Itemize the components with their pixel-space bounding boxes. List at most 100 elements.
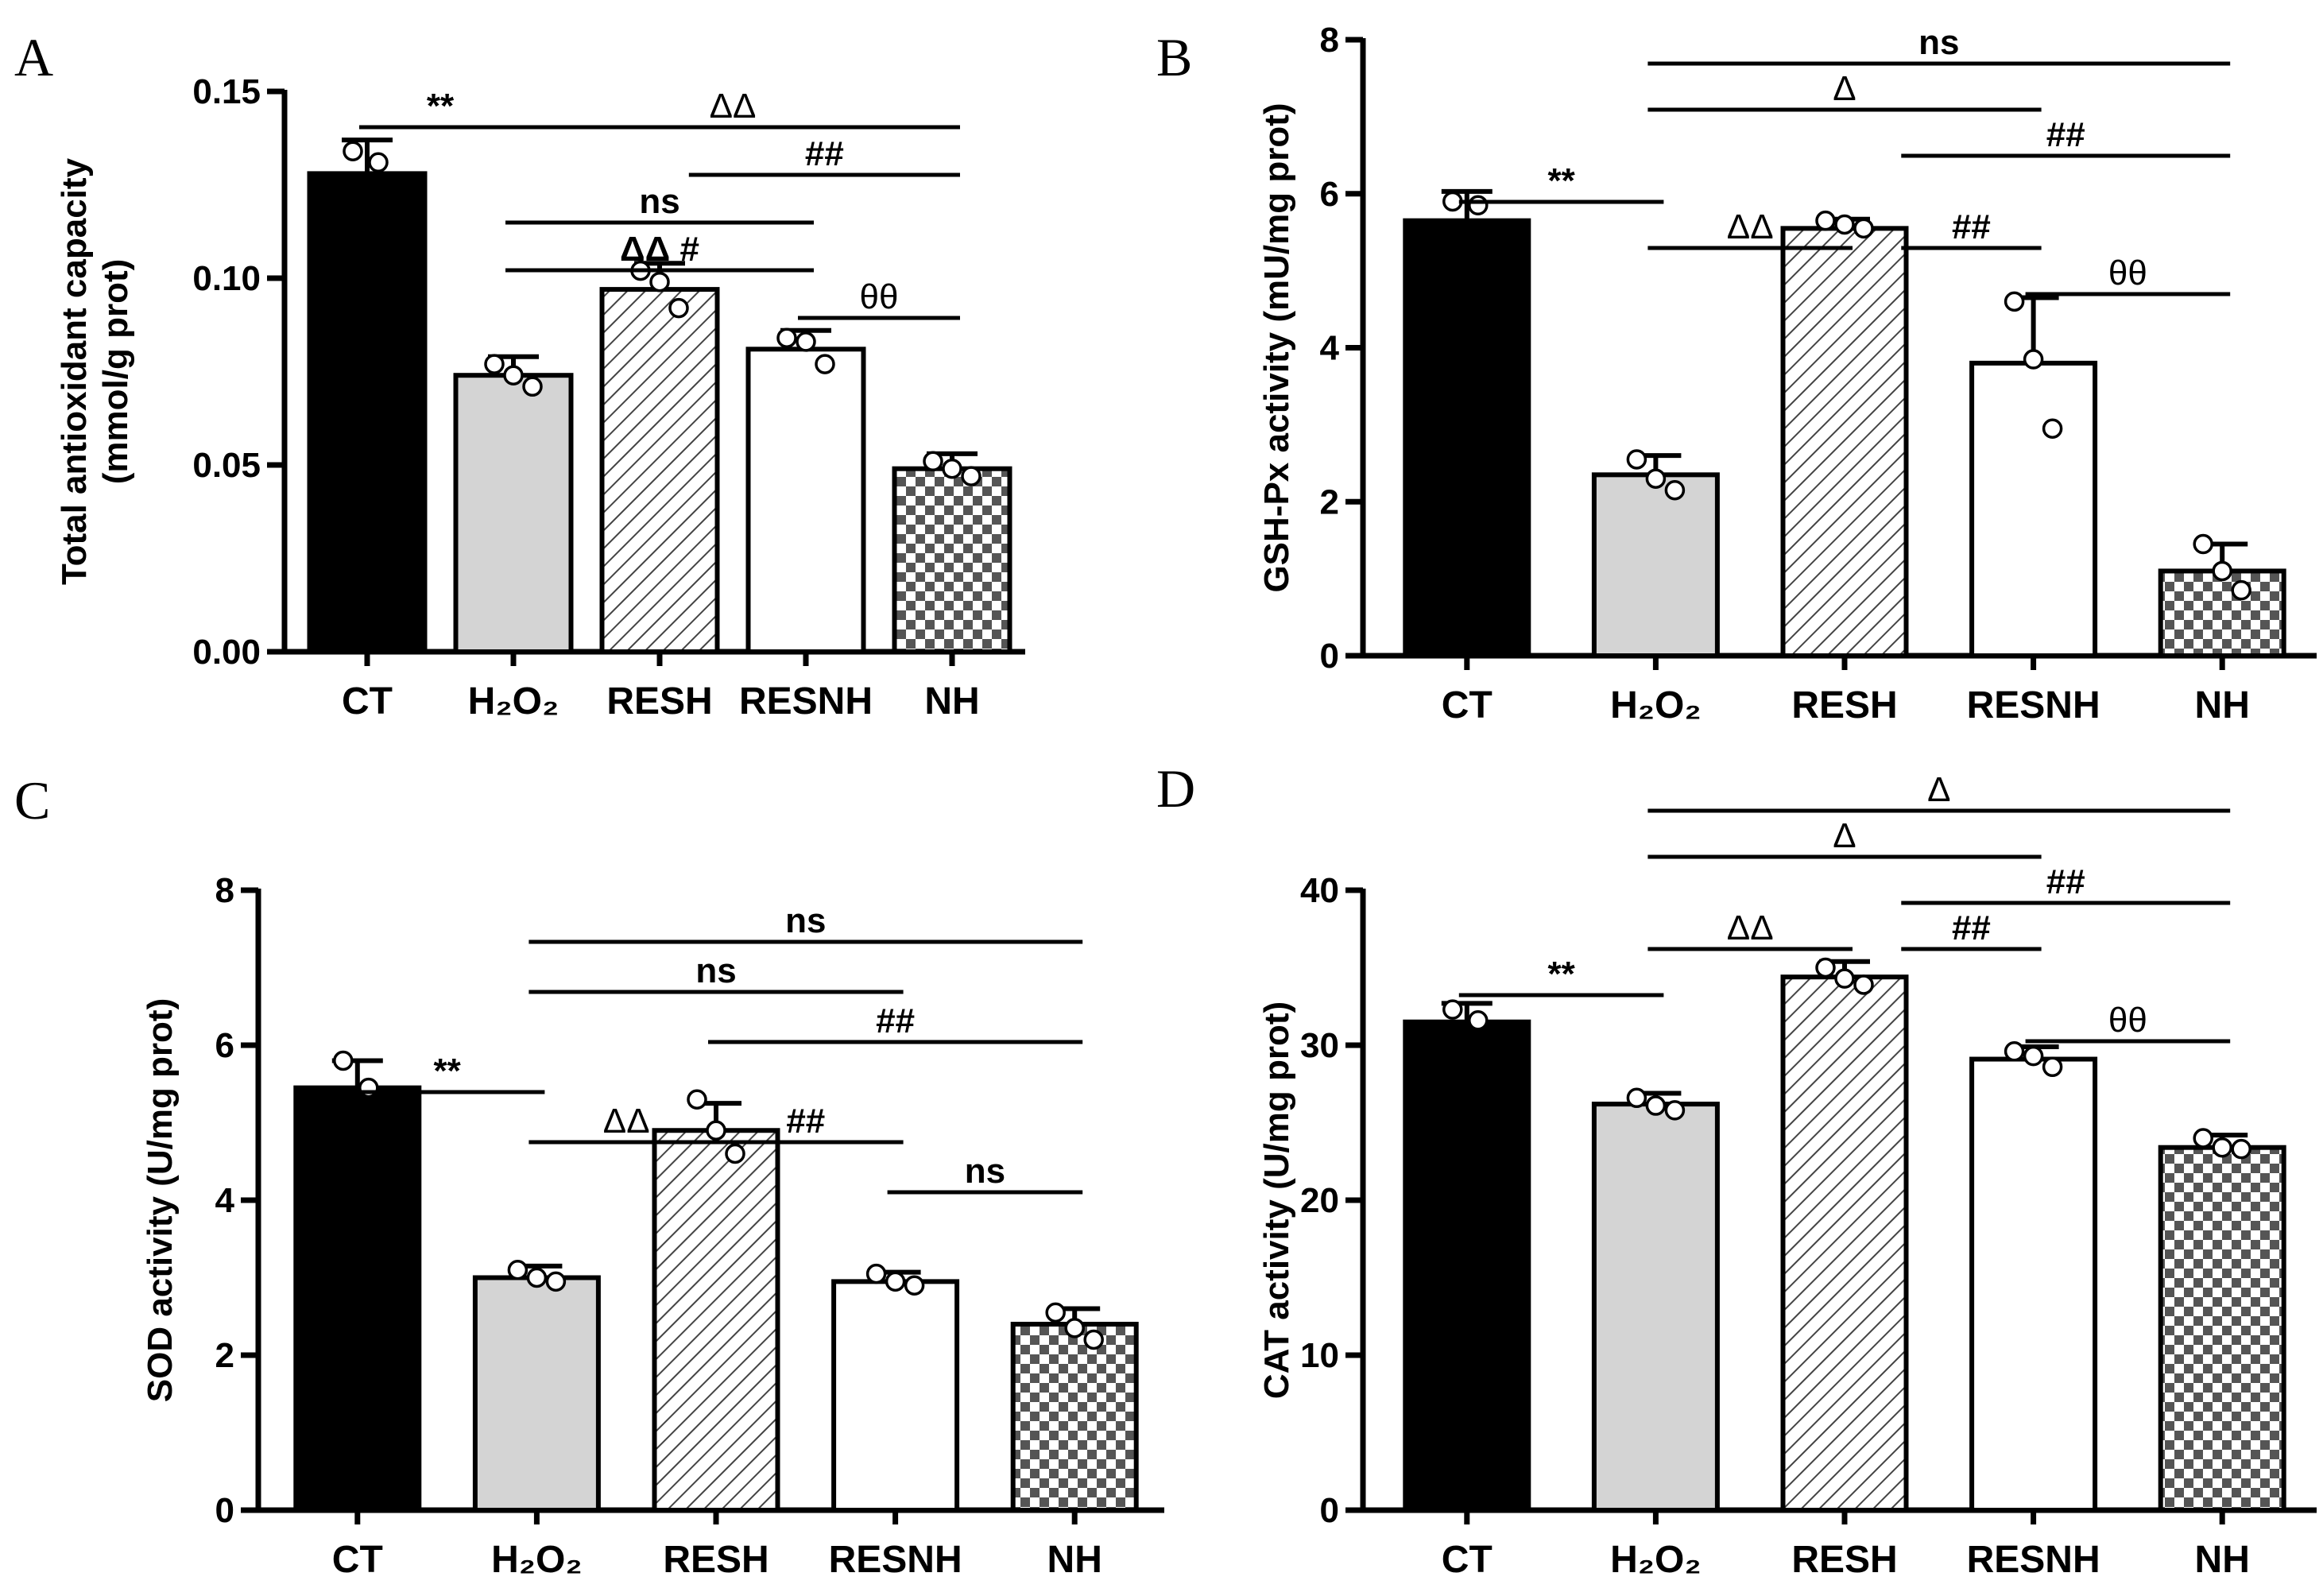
y-tick-label: 6 — [1320, 175, 1339, 214]
category-label-nh: NH — [2195, 1539, 2250, 1581]
category-label-h2o2: H₂O₂ — [1610, 684, 1702, 726]
data-point — [1468, 195, 1489, 216]
significance-label: ΔΔ # — [620, 230, 699, 269]
significance-label: θθ — [2108, 254, 2147, 292]
data-point — [526, 1267, 548, 1288]
bar-resh — [1780, 974, 1909, 1513]
y-axis-label: GSH-Px activity (mU/mg prot) — [1257, 103, 1296, 592]
y-tick-label: 0.15 — [192, 72, 261, 111]
significance-label: ## — [805, 134, 844, 173]
significance-label: ## — [1952, 908, 1991, 947]
category-label-resnh: RESNH — [1967, 1539, 2100, 1581]
panel-c: C SOD activity (U/mg prot) 0 2 4 6 8 CT H₂O₂ RESH… — [14, 770, 1164, 1581]
bar-ct — [1403, 218, 1531, 658]
bar-nh — [2158, 1145, 2286, 1513]
data-point — [1626, 1087, 1647, 1109]
y-axis-label: CAT activity (U/mg prot) — [1257, 1001, 1296, 1399]
significance-label: ## — [786, 1102, 825, 1141]
category-label-resh: RESH — [1791, 684, 1897, 726]
category-label-resh: RESH — [606, 680, 712, 722]
data-point — [545, 1271, 567, 1292]
data-point — [1834, 214, 1855, 235]
data-point — [2231, 579, 2251, 601]
data-point — [815, 354, 835, 374]
bar-nh — [2158, 568, 2286, 658]
y-tick-label: 6 — [215, 1026, 234, 1065]
panel-a: A Total antioxidant capacity (mmol/g prot)… — [14, 27, 1025, 722]
bar-resh — [652, 1128, 780, 1513]
data-point — [1815, 210, 1836, 231]
data-point — [2193, 533, 2213, 555]
significance-label: ΔΔ — [1727, 207, 1774, 246]
bar-resnh — [831, 1279, 960, 1513]
significance-label: ## — [876, 1001, 915, 1040]
significance-label: ** — [427, 87, 455, 126]
data-point — [923, 451, 943, 472]
data-point — [1853, 974, 1874, 995]
data-point — [776, 327, 797, 348]
bar-nh — [892, 466, 1012, 655]
y-tick-label: 0.00 — [192, 633, 261, 672]
panel-letter: D — [1156, 758, 1195, 819]
data-point — [2004, 1041, 2025, 1062]
data-point — [961, 466, 981, 486]
category-label-ct: CT — [1442, 1539, 1493, 1581]
data-point — [1853, 218, 1874, 239]
significance-label: ** — [433, 1052, 461, 1090]
significance-label: ** — [1547, 161, 1575, 200]
y-tick-label: 2 — [215, 1336, 234, 1375]
y-axis-label: SOD activity (U/mg prot) — [141, 998, 180, 1403]
panel-letter: B — [1156, 27, 1192, 87]
bar-nh — [1010, 1322, 1139, 1513]
panel-b: B GSH-Px activity (mU/mg prot) 0 2 4 6 8 CT H₂O₂… — [1156, 21, 2317, 726]
y-tick-label: 4 — [215, 1181, 235, 1220]
data-point — [2193, 1128, 2213, 1149]
y-tick-label: 30 — [1300, 1026, 1339, 1065]
category-label-resh: RESH — [1791, 1539, 1897, 1581]
y-tick-label: 0.05 — [192, 446, 261, 485]
category-label-ct: CT — [332, 1539, 383, 1581]
significance-label: ## — [2046, 115, 2085, 154]
data-point — [668, 297, 689, 319]
data-point — [1083, 1329, 1104, 1350]
category-label-nh: NH — [924, 680, 979, 722]
significance-label: Δ — [1833, 69, 1856, 108]
data-point — [1815, 957, 1836, 978]
data-point — [865, 1263, 887, 1284]
data-point — [1664, 479, 1686, 501]
category-label-nh: NH — [2195, 684, 2250, 726]
data-point — [2042, 1056, 2063, 1078]
category-label-h2o2: H₂O₂ — [468, 680, 559, 722]
category-label-h2o2: H₂O₂ — [1610, 1539, 1702, 1581]
data-point — [2212, 1137, 2232, 1158]
data-point — [368, 152, 389, 173]
significance-label: ns — [695, 951, 736, 990]
significance-label: ΔΔ — [1727, 908, 1774, 947]
data-point — [484, 354, 505, 374]
data-point — [2042, 418, 2063, 439]
bar-ct — [307, 171, 428, 654]
y-tick-label: 0 — [1320, 637, 1339, 676]
y-tick-label: 2 — [1320, 482, 1339, 521]
data-point — [1645, 1095, 1667, 1116]
y-tick-label: 40 — [1300, 871, 1339, 910]
bar-ct — [293, 1085, 422, 1513]
significance-label: ## — [2046, 862, 2085, 901]
significance-label: ** — [1547, 955, 1575, 994]
data-point — [1442, 191, 1463, 212]
y-axis-label: (mmol/g prot) — [96, 259, 135, 485]
significance-label: Δ — [1927, 770, 1950, 809]
category-label-ct: CT — [1442, 684, 1493, 726]
data-point — [507, 1260, 528, 1280]
y-tick-label: 10 — [1300, 1336, 1339, 1375]
y-tick-label: 4 — [1320, 329, 1340, 368]
data-point — [1645, 468, 1667, 489]
category-label-resnh: RESNH — [1967, 684, 2100, 726]
significance-label: ΔΔ — [710, 87, 757, 126]
data-point — [522, 376, 543, 397]
data-point — [796, 331, 816, 352]
data-point — [343, 141, 363, 161]
y-tick-label: 0 — [1320, 1491, 1339, 1530]
significance-label: ns — [965, 1152, 1005, 1191]
